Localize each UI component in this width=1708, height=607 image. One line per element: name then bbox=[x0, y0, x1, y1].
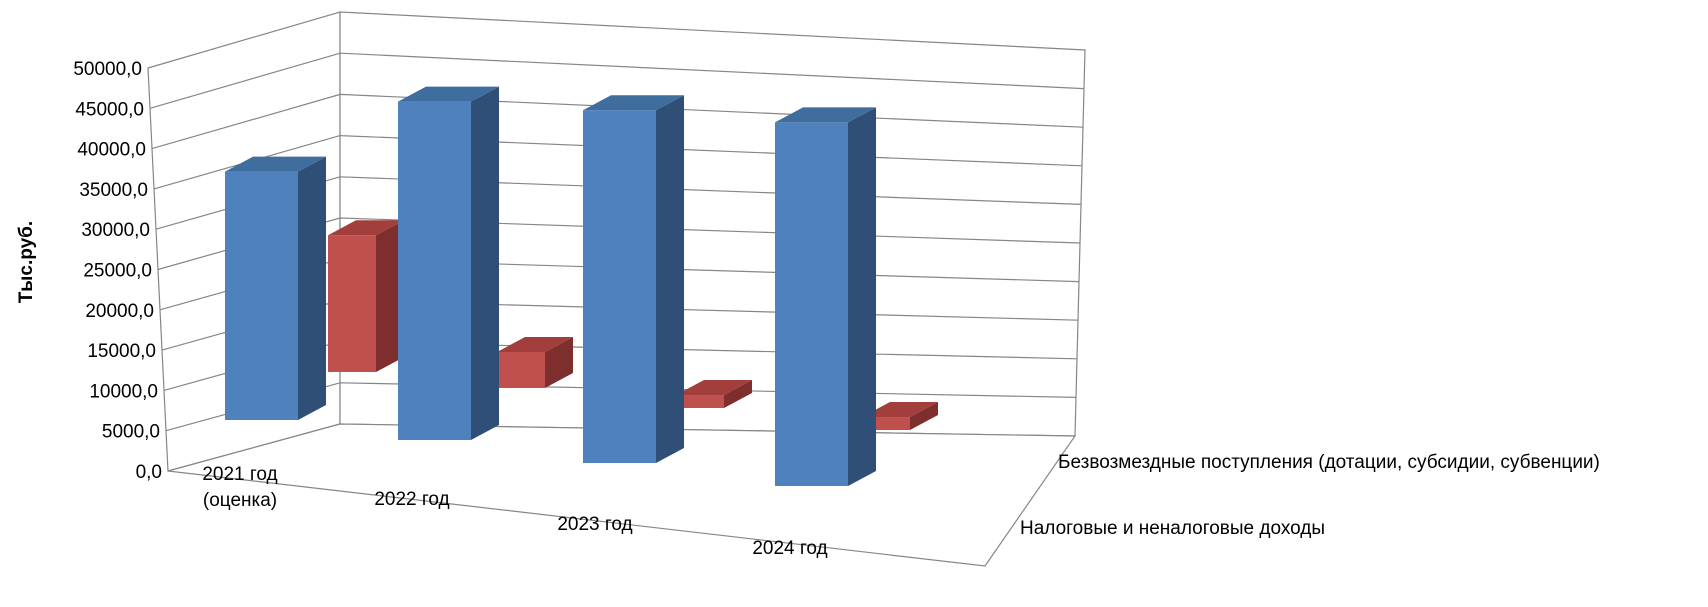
bar-top bbox=[775, 107, 876, 123]
category-label-line: (оценка) bbox=[203, 490, 277, 511]
bar-side bbox=[910, 402, 938, 430]
bar-side bbox=[848, 107, 876, 487]
chart-bars bbox=[225, 86, 938, 487]
bar-side bbox=[471, 86, 499, 440]
bar-top bbox=[328, 220, 404, 236]
series-label: Налоговые и неналоговые доходы bbox=[1020, 518, 1325, 539]
bar-top bbox=[583, 95, 684, 111]
y-tick-label: 10000,0 bbox=[89, 381, 158, 402]
bar-bezvozmezdnye-2 bbox=[398, 86, 499, 440]
category-label-line: 2022 год bbox=[374, 489, 449, 510]
bar-top bbox=[497, 337, 573, 352]
category-label: 2021 год (оценка) bbox=[202, 464, 277, 511]
bar-bezvozmezdnye-3 bbox=[583, 95, 684, 463]
series-depth-labels: Безвозмездные поступления (дотации, субс… bbox=[1020, 452, 1600, 539]
y-tick-label: 20000,0 bbox=[85, 301, 154, 322]
bar-top bbox=[225, 156, 326, 172]
bar-front bbox=[775, 122, 848, 487]
bar-front bbox=[497, 352, 545, 388]
bar-side bbox=[724, 380, 752, 408]
category-label-line: 2021 год bbox=[202, 464, 277, 485]
category-label-line: 2024 год bbox=[752, 538, 827, 559]
bar-top bbox=[862, 402, 938, 417]
y-tick-label: 25000,0 bbox=[83, 261, 152, 282]
x-axis-categories: 2021 год (оценка) 2022 год 2023 год 2024 год bbox=[202, 464, 827, 559]
bar-front bbox=[328, 235, 376, 372]
bar-top bbox=[676, 380, 752, 395]
bar-bezvozmezdnye-1 bbox=[225, 156, 326, 420]
bar-front bbox=[583, 110, 656, 463]
y-tick-label: 15000,0 bbox=[87, 341, 156, 362]
chart-walls bbox=[147, 11, 1086, 472]
gridline bbox=[149, 52, 1085, 109]
bar-side bbox=[656, 95, 684, 463]
bar-front bbox=[676, 395, 724, 408]
y-tick-label: 35000,0 bbox=[79, 180, 148, 201]
bar-side bbox=[376, 220, 404, 372]
y-tick-label: 5000,0 bbox=[102, 422, 160, 443]
bar-top bbox=[398, 86, 499, 102]
bar-nalogovye-1 bbox=[328, 220, 404, 372]
y-tick-label: 45000,0 bbox=[75, 99, 144, 120]
category-label: 2022 год bbox=[374, 489, 449, 510]
bar-nalogovye-3 bbox=[676, 380, 752, 408]
bar-front bbox=[398, 101, 471, 440]
y-tick-label: 50000,0 bbox=[73, 59, 142, 80]
series-label: Безвозмездные поступления (дотации, субс… bbox=[1058, 452, 1600, 473]
category-label: 2024 год bbox=[752, 538, 827, 559]
bar-side bbox=[545, 337, 573, 388]
y-tick-label: 30000,0 bbox=[81, 220, 150, 241]
y-tick-label: 0,0 bbox=[136, 462, 162, 483]
y-axis-label: Тыс.руб. bbox=[16, 221, 37, 303]
category-label: 2023 год bbox=[557, 514, 632, 535]
y-axis-ticks: 0,0 5000,0 10000,0 15000,0 20000,0 25000,0 300… bbox=[73, 59, 162, 483]
bar-side bbox=[298, 156, 326, 420]
bar-nalogovye-2 bbox=[497, 337, 573, 388]
y-tick-label: 40000,0 bbox=[77, 140, 146, 161]
category-label-line: 2023 год bbox=[557, 514, 632, 535]
bar-front bbox=[225, 171, 298, 420]
bar-bezvozmezdnye-4 bbox=[775, 107, 876, 487]
